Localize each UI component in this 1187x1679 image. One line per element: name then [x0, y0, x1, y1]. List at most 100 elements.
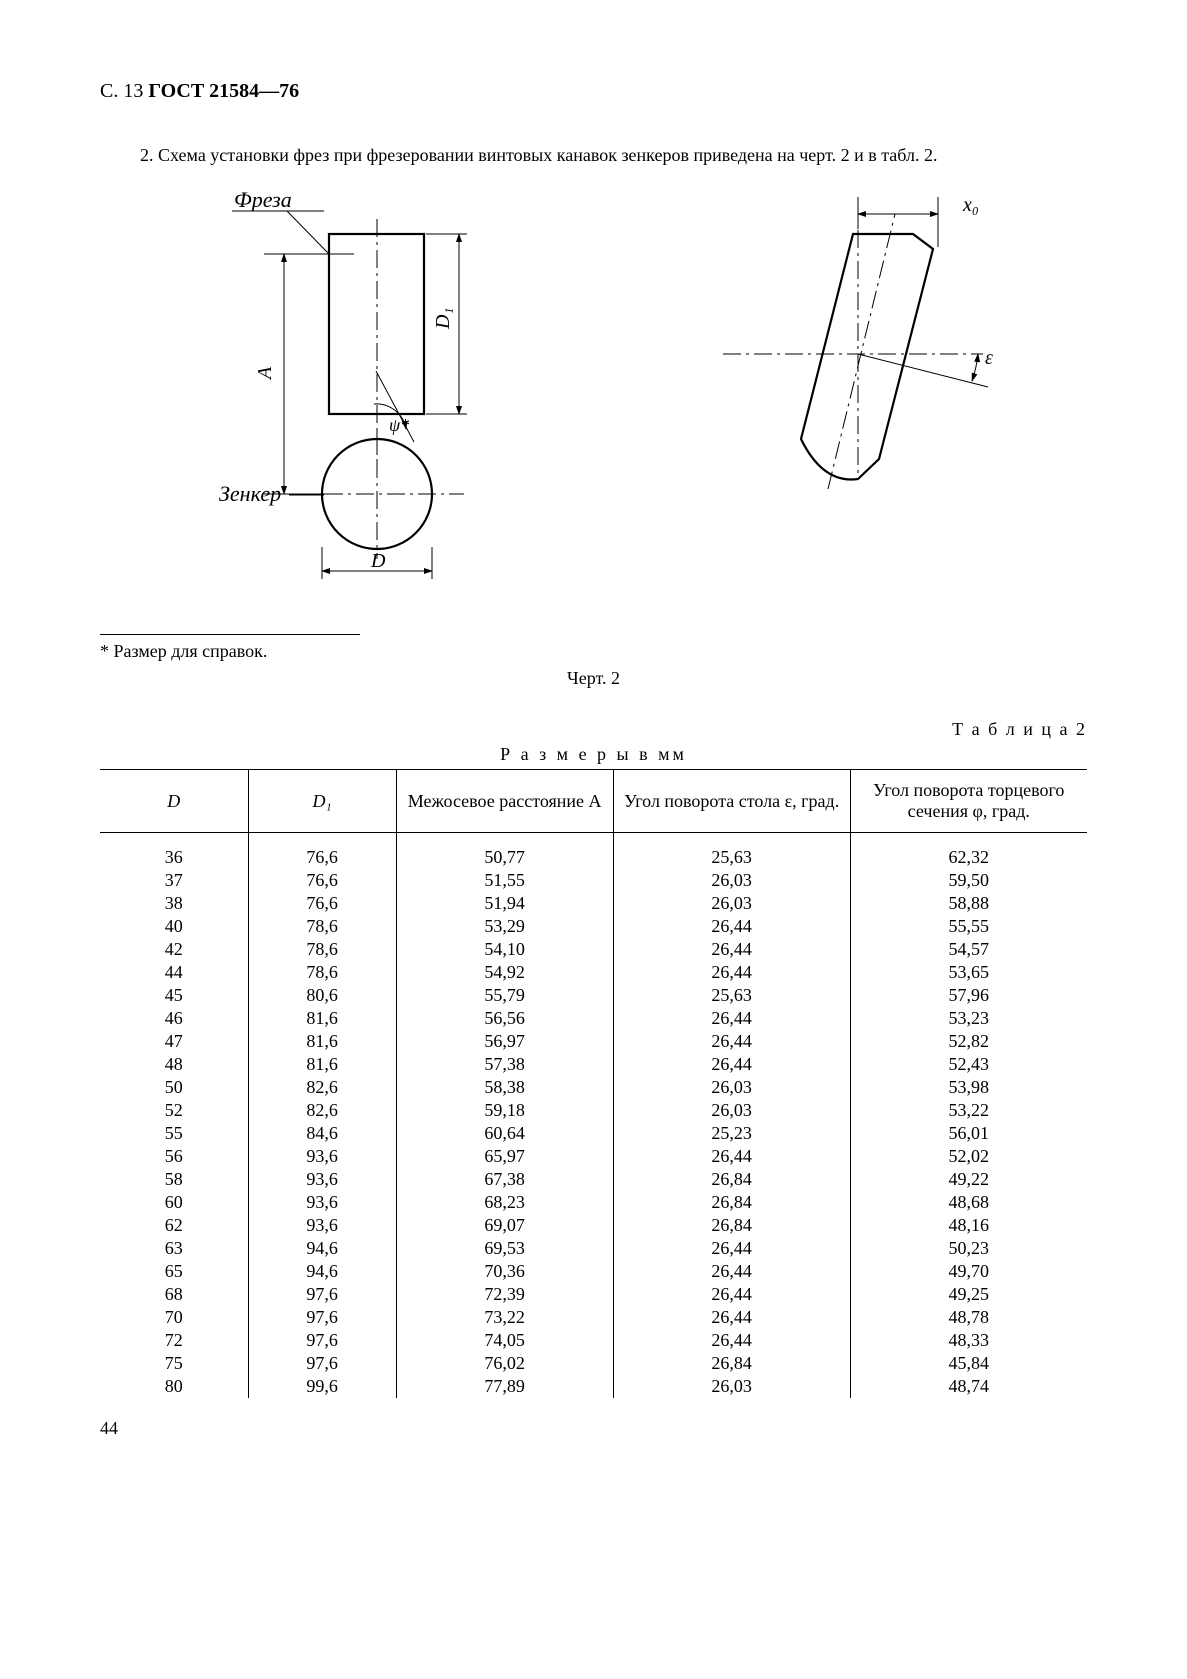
table-row: 7097,673,2226,4448,78	[100, 1306, 1087, 1329]
table-cell: 42	[100, 938, 248, 961]
page-header: С. 13 ГОСТ 21584—76	[100, 80, 1087, 103]
table-body: 3676,650,7725,6362,323776,651,5526,0359,…	[100, 833, 1087, 1399]
table-cell: 26,44	[613, 961, 850, 984]
table-cell: 25,63	[613, 833, 850, 870]
table-cell: 25,23	[613, 1122, 850, 1145]
table-cell: 56,97	[396, 1030, 613, 1053]
table-row: 3776,651,5526,0359,50	[100, 869, 1087, 892]
table-cell: 80,6	[248, 984, 396, 1007]
table-row: 6594,670,3626,4449,70	[100, 1260, 1087, 1283]
figure-block: Фреза A D₁ ψ* Зенкер	[100, 179, 1087, 604]
dim-A: A	[254, 366, 276, 381]
table-cell: 26,44	[613, 1237, 850, 1260]
table-cell: 93,6	[248, 1191, 396, 1214]
table-cell: 51,55	[396, 869, 613, 892]
table-cell: 65,97	[396, 1145, 613, 1168]
table-cell: 26,84	[613, 1191, 850, 1214]
table-cell: 63	[100, 1237, 248, 1260]
table-cell: 93,6	[248, 1168, 396, 1191]
table-cell: 81,6	[248, 1030, 396, 1053]
data-table: D D₁ Межосевое расстояние A Угол поворот…	[100, 769, 1087, 1398]
table-cell: 99,6	[248, 1375, 396, 1398]
angle-eps: ε	[985, 347, 993, 369]
table-row: 5082,658,3826,0353,98	[100, 1076, 1087, 1099]
table-cell: 81,6	[248, 1007, 396, 1030]
table-cell: 76,6	[248, 833, 396, 870]
table-row: 4681,656,5626,4453,23	[100, 1007, 1087, 1030]
table-cell: 55	[100, 1122, 248, 1145]
table-cell: 26,44	[613, 1030, 850, 1053]
table-cell: 49,70	[850, 1260, 1087, 1283]
table-cell: 97,6	[248, 1329, 396, 1352]
table-row: 5584,660,6425,2356,01	[100, 1122, 1087, 1145]
table-cell: 68	[100, 1283, 248, 1306]
table-cell: 54,10	[396, 938, 613, 961]
table-cell: 78,6	[248, 938, 396, 961]
table-row: 7597,676,0226,8445,84	[100, 1352, 1087, 1375]
table-cell: 26,44	[613, 1007, 850, 1030]
table-cell: 93,6	[248, 1214, 396, 1237]
table-cell: 56,01	[850, 1122, 1087, 1145]
table-cell: 48,68	[850, 1191, 1087, 1214]
table-cell: 67,38	[396, 1168, 613, 1191]
table-cell: 76,02	[396, 1352, 613, 1375]
table-row: 5282,659,1826,0353,22	[100, 1099, 1087, 1122]
table-cell: 60,64	[396, 1122, 613, 1145]
table-cell: 50,77	[396, 833, 613, 870]
table-cell: 72,39	[396, 1283, 613, 1306]
table-cell: 57,96	[850, 984, 1087, 1007]
table-cell: 76,6	[248, 892, 396, 915]
table-cell: 44	[100, 961, 248, 984]
table-cell: 84,6	[248, 1122, 396, 1145]
figure-right-svg: x₀ ε	[683, 179, 1013, 499]
table-cell: 50,23	[850, 1237, 1087, 1260]
table-cell: 78,6	[248, 961, 396, 984]
table-cell: 48	[100, 1053, 248, 1076]
table-cell: 53,98	[850, 1076, 1087, 1099]
table-cell: 48,33	[850, 1329, 1087, 1352]
table-cell: 70,36	[396, 1260, 613, 1283]
table-cell: 54,92	[396, 961, 613, 984]
table-row: 8099,677,8926,0348,74	[100, 1375, 1087, 1398]
table-cell: 82,6	[248, 1099, 396, 1122]
table-cell: 58	[100, 1168, 248, 1191]
table-cell: 97,6	[248, 1352, 396, 1375]
table-cell: 25,63	[613, 984, 850, 1007]
table-cell: 78,6	[248, 915, 396, 938]
table-cell: 26,44	[613, 1053, 850, 1076]
table-cell: 52,02	[850, 1145, 1087, 1168]
table-row: 4580,655,7925,6357,96	[100, 984, 1087, 1007]
footnote: * Размер для справок.	[100, 641, 1087, 662]
table-cell: 48,16	[850, 1214, 1087, 1237]
table-cell: 26,84	[613, 1168, 850, 1191]
table-cell: 55,55	[850, 915, 1087, 938]
table-cell: 80	[100, 1375, 248, 1398]
table-cell: 26,44	[613, 1145, 850, 1168]
table-cell: 77,89	[396, 1375, 613, 1398]
table-row: 4781,656,9726,4452,82	[100, 1030, 1087, 1053]
table-cell: 56	[100, 1145, 248, 1168]
table-cell: 48,74	[850, 1375, 1087, 1398]
table-cell: 74,05	[396, 1329, 613, 1352]
label-freza: Фреза	[234, 187, 292, 212]
col-D: D	[167, 791, 180, 811]
table-cell: 57,38	[396, 1053, 613, 1076]
table-cell: 62	[100, 1214, 248, 1237]
table-cell: 94,6	[248, 1237, 396, 1260]
table-cell: 60	[100, 1191, 248, 1214]
table-row: 5893,667,3826,8449,22	[100, 1168, 1087, 1191]
paragraph-2: 2. Схема установки фрез при фрезеровании…	[100, 143, 1087, 167]
table-units: Р а з м е р ы в мм	[100, 744, 1087, 765]
col-A: Межосевое расстояние A	[408, 791, 602, 811]
table-cell: 69,53	[396, 1237, 613, 1260]
table-cell: 59,50	[850, 869, 1087, 892]
table-cell: 26,03	[613, 1375, 850, 1398]
table-cell: 49,25	[850, 1283, 1087, 1306]
table-cell: 49,22	[850, 1168, 1087, 1191]
table-cell: 26,03	[613, 892, 850, 915]
table-cell: 56,56	[396, 1007, 613, 1030]
table-cell: 68,23	[396, 1191, 613, 1214]
table-cell: 26,03	[613, 1099, 850, 1122]
table-cell: 76,6	[248, 869, 396, 892]
table-cell: 93,6	[248, 1145, 396, 1168]
